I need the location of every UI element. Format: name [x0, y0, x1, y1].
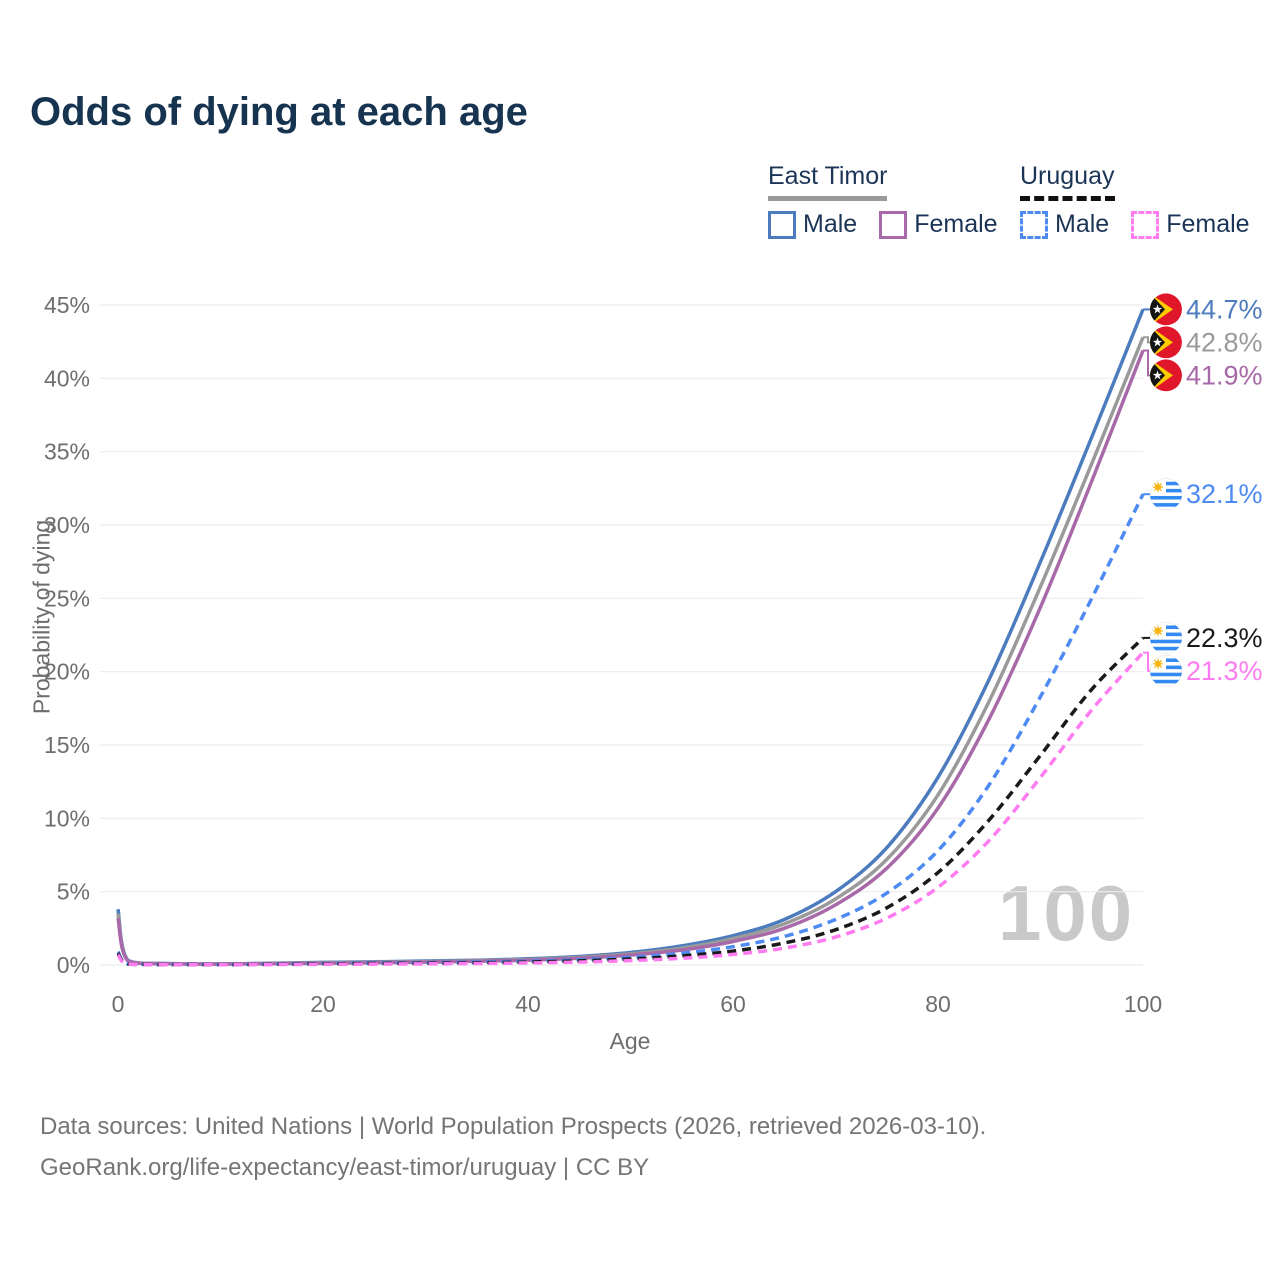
end-value-label: 41.9% — [1186, 360, 1263, 390]
legend-swatch-east-timor-male-icon — [768, 210, 796, 239]
series-line-uruguay-male — [116, 493, 1145, 967]
legend-swatch-east-timor-female-icon — [879, 210, 908, 239]
end-value-label: 22.3% — [1186, 623, 1263, 653]
uruguay-flag-icon — [1150, 655, 1182, 687]
uruguay-flag-icon — [1150, 622, 1182, 654]
y-tick-label: 40% — [44, 365, 90, 391]
x-tick-label: 100 — [1124, 991, 1162, 1017]
footer-line-1: Data sources: United Nations | World Pop… — [40, 1113, 987, 1140]
axis-tick-labels: 0% 5% 10% 15% 20% 25% 30% 35% 40% 45% 0 20 40 60 80 100 — [44, 292, 1162, 1017]
x-axis-title: Age — [609, 1028, 651, 1054]
series-line-east-timor-male — [116, 308, 1145, 966]
y-tick-label: 0% — [57, 952, 90, 978]
end-value-label: 32.1% — [1186, 479, 1263, 509]
x-tick-label: 80 — [925, 991, 951, 1017]
uruguay-flag-icon — [1150, 478, 1182, 510]
series-line-east-timor-female — [116, 349, 1145, 966]
y-tick-label: 20% — [44, 659, 90, 685]
x-tick-label: 40 — [515, 991, 541, 1017]
end-value-label: 44.7% — [1186, 294, 1263, 324]
end-value-label: 21.3% — [1186, 656, 1263, 686]
east-timor-flag-icon — [1150, 293, 1182, 325]
x-tick-label: 60 — [720, 991, 746, 1017]
series-line-uruguay-female — [116, 651, 1145, 967]
y-tick-label: 35% — [44, 439, 90, 465]
end-value-label: 42.8% — [1186, 327, 1263, 357]
gridlines — [100, 304, 1143, 966]
legend-label-east-timor-female: Female — [914, 210, 998, 238]
legend-country-east-timor: East Timor — [768, 162, 888, 201]
footer-line-2: GeoRank.org/life-expectancy/east-timor/u… — [40, 1154, 650, 1181]
legend-group-uruguay: Uruguay Male Female — [1020, 162, 1272, 239]
east-timor-flag-icon — [1150, 326, 1182, 358]
east-timor-flag-icon — [1150, 359, 1182, 391]
x-tick-label: 20 — [310, 991, 336, 1017]
series-line-east-timor-both-sexes — [116, 336, 1145, 966]
legend-swatch-uruguay-female-icon — [1131, 210, 1160, 239]
series-end-labels: 44.7%42.8%41.9% 32.1% 22.3%21.3% — [1143, 293, 1263, 687]
data-source-footer: Data sources: United Nations | World Pop… — [40, 1106, 986, 1188]
y-tick-label: 45% — [44, 292, 90, 318]
series-lines — [116, 308, 1145, 967]
legend-label-uruguay-female: Female — [1166, 210, 1250, 238]
series-line-uruguay-both-sexes — [116, 636, 1145, 967]
legend-country-uruguay: Uruguay — [1020, 162, 1115, 201]
y-tick-label: 5% — [57, 879, 90, 905]
x-tick-label: 0 — [112, 991, 125, 1017]
legend-label-uruguay-male: Male — [1055, 210, 1110, 238]
y-tick-label: 10% — [44, 805, 90, 831]
max-age-watermark: 100 — [998, 869, 1135, 957]
y-tick-label: 30% — [44, 512, 90, 538]
y-tick-label: 15% — [44, 732, 90, 758]
legend-swatch-uruguay-male-icon — [1020, 210, 1048, 239]
page-title: Odds of dying at each age — [30, 90, 528, 134]
legend-group-east-timor: East Timor Male Female — [768, 162, 1020, 239]
legend-label-east-timor-male: Male — [803, 210, 858, 238]
y-tick-label: 25% — [44, 585, 90, 611]
